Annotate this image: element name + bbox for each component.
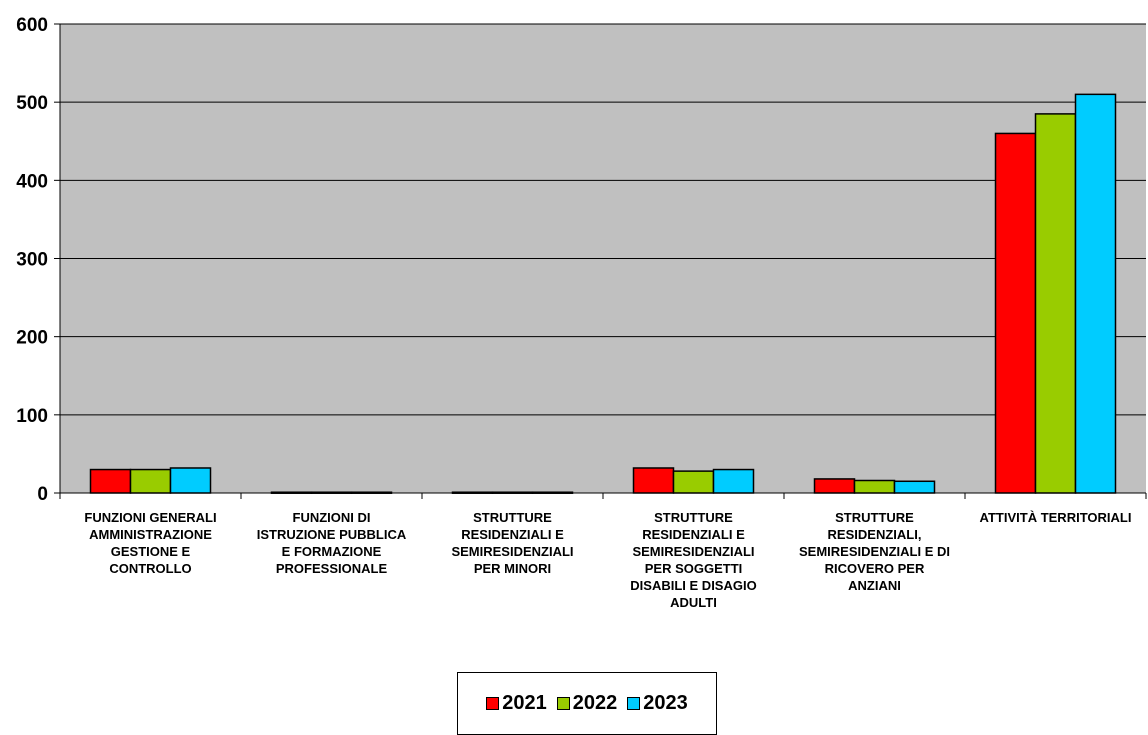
- legend-label: 2021: [502, 692, 547, 714]
- y-tick-label: 400: [16, 171, 48, 192]
- y-tick-label: 500: [16, 93, 48, 114]
- x-tick-label: FUNZIONI GENERALI AMMINISTRAZIONE GESTIONE…: [84, 510, 217, 576]
- x-tick-label: ATTIVITÀ TERRITORIALI: [979, 510, 1132, 525]
- legend-item: 2022: [556, 692, 618, 715]
- bar-2023: [350, 491, 393, 494]
- bar-2023: [1074, 93, 1117, 494]
- bar-2023: [893, 480, 936, 494]
- bar-2023: [531, 491, 574, 494]
- legend-item: 2023: [627, 692, 688, 715]
- legend-label: 2023: [643, 692, 688, 714]
- y-tick-label: 0: [37, 484, 48, 505]
- bar-chart: 0 100 200 300 400 500 600: [16, 15, 1147, 505]
- legend-swatch: [486, 697, 500, 710]
- bar-2022: [672, 470, 715, 494]
- bar-2022: [129, 468, 172, 494]
- x-tick-label: FUNZIONI DI ISTRUZIONE PUBBLICA E FORMAZIO…: [256, 510, 407, 576]
- bar-2021: [813, 478, 856, 494]
- bar-2022: [491, 491, 534, 494]
- legend: 2021 2022 2023: [457, 672, 717, 735]
- bar-2023: [712, 468, 755, 494]
- bar-2022: [853, 479, 896, 494]
- legend-item: 2021: [486, 692, 547, 715]
- bar-2021: [632, 467, 675, 494]
- legend-label: 2022: [572, 692, 618, 714]
- bar-2021: [994, 132, 1037, 494]
- y-tick-label: 300: [16, 250, 48, 271]
- y-tick-label: 600: [16, 15, 48, 36]
- legend-swatch: [627, 697, 641, 710]
- bar-2021: [89, 468, 132, 494]
- bar-2021: [451, 491, 494, 494]
- legend-swatch: [556, 697, 570, 710]
- x-tick-label: STRUTTURE RESIDENZIALI E SEMIRESIDENZIALI P…: [630, 510, 757, 610]
- bar-2021: [270, 491, 313, 494]
- x-tick-label: STRUTTURE RESIDENZIALI E SEMIRESIDENZIALI P…: [451, 510, 574, 576]
- bar-2023: [169, 467, 212, 494]
- y-tick-label: 200: [16, 328, 48, 349]
- x-tick-label: STRUTTURE RESIDENZIALI, SEMIRESIDENZIALI E…: [799, 510, 950, 593]
- bar-2022: [1034, 113, 1077, 494]
- y-tick-label: 100: [16, 406, 48, 427]
- bar-2022: [310, 491, 353, 494]
